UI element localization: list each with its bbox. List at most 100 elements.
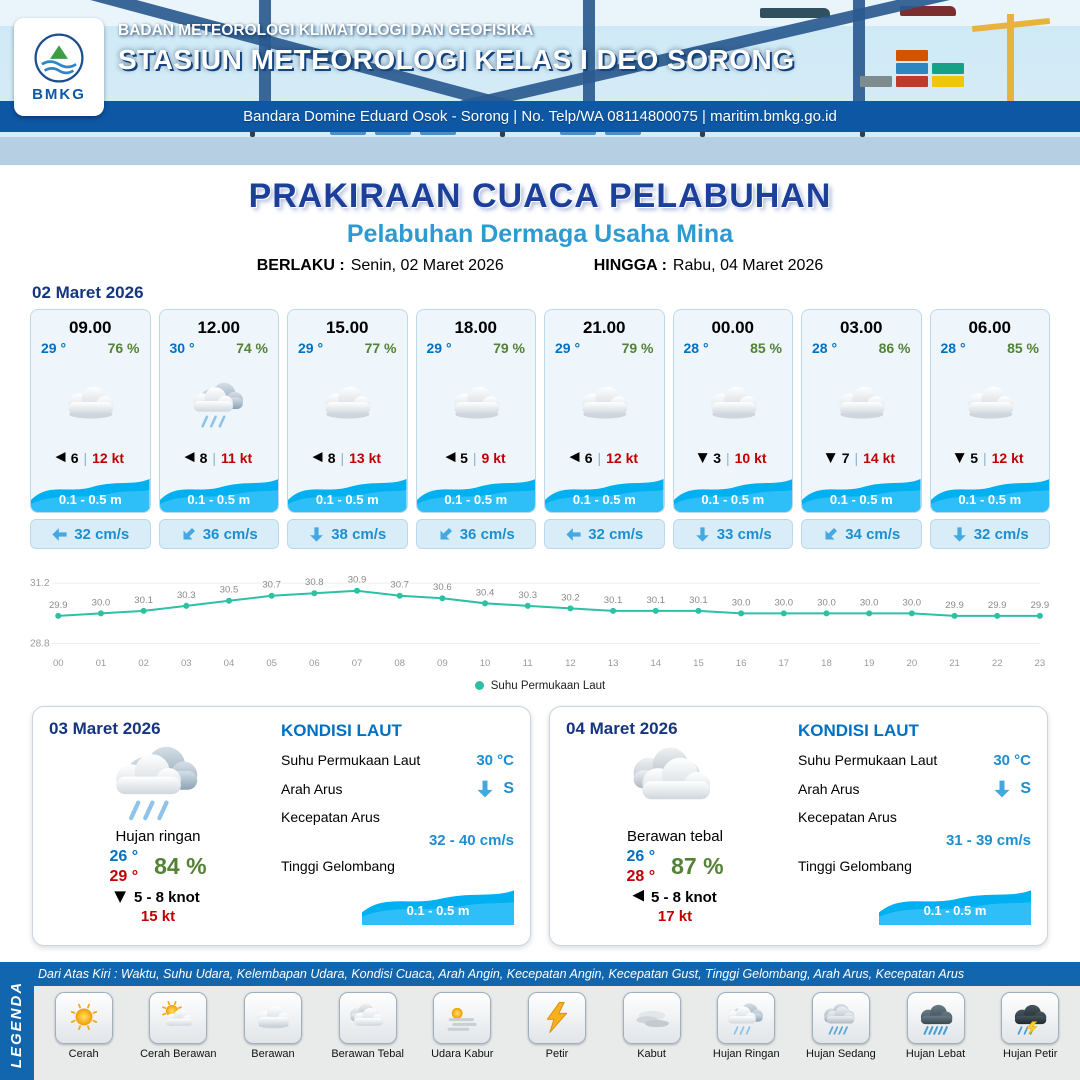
legend-item: Cerah bbox=[39, 991, 129, 1060]
wave-height-value: 0.1 - 0.5 m bbox=[572, 492, 636, 507]
forecast-time: 00.00 bbox=[711, 318, 755, 337]
arrow-icon bbox=[310, 526, 324, 542]
current-strip: 36 cm/s bbox=[415, 519, 536, 549]
legend-item: Hujan Lebat bbox=[891, 991, 981, 1060]
berawan-icon bbox=[582, 386, 628, 419]
wave-graphic-svg bbox=[288, 479, 407, 512]
daily-humidity: 87 % bbox=[671, 853, 724, 880]
wave-graphic-svg bbox=[879, 890, 1031, 925]
wind-row: ▶ 8 | 11 kt bbox=[185, 450, 252, 466]
separator: | bbox=[83, 450, 88, 466]
wave-height-value: 0.1 - 0.5 m bbox=[315, 492, 379, 507]
legend-icon-box bbox=[1001, 991, 1060, 1044]
port-name: Pelabuhan Dermaga Usaha Mina bbox=[346, 220, 734, 248]
separator: | bbox=[597, 450, 602, 466]
daily-wind: ▶ 5 - 8 knot bbox=[114, 889, 200, 906]
wind-gust: 10 kt bbox=[734, 450, 767, 466]
forecast-card: 00.00 28 ° 85 % ▶ 3 | 10 kt 0.1 - 0.5 m … bbox=[672, 309, 793, 549]
wave-height: 0.1 - 0.5 m bbox=[416, 470, 535, 512]
wave-height: 0.1 - 0.5 m bbox=[159, 470, 278, 512]
current-speed-label: Kecepatan Arus bbox=[281, 808, 380, 825]
sst-value: 30 °C bbox=[993, 751, 1031, 769]
temp-max: 29 ° bbox=[109, 867, 139, 885]
validity-row: BERLAKU : Senin, 02 Maret 2026 HINGGA : Ra… bbox=[0, 257, 1080, 275]
svg-text:30.0: 30.0 bbox=[817, 597, 836, 608]
sea-condition-title: KONDISI LAUT bbox=[798, 720, 919, 740]
svg-text:29.9: 29.9 bbox=[988, 600, 1007, 611]
svg-text:07: 07 bbox=[352, 658, 363, 669]
separator: | bbox=[212, 450, 217, 466]
current-speed: 32 cm/s bbox=[973, 525, 1029, 543]
sst-value: 30 °C bbox=[476, 751, 514, 769]
terminal-floor bbox=[0, 137, 1080, 165]
svg-text:09: 09 bbox=[437, 658, 448, 669]
forecast-card-body: 06.00 28 ° 85 % ▶ 5 | 12 kt 0.1 - 0.5 m bbox=[929, 309, 1050, 513]
humidity: 79 % bbox=[621, 340, 654, 356]
arrow-icon bbox=[52, 527, 67, 541]
arrow-icon bbox=[695, 526, 709, 542]
wave-height-label: Tinggi Gelombang bbox=[281, 857, 395, 874]
svg-text:11: 11 bbox=[523, 658, 533, 669]
wind-speed: 3 bbox=[713, 450, 721, 466]
petir-icon bbox=[546, 1002, 568, 1034]
ship-shape bbox=[760, 8, 830, 18]
humidity: 79 % bbox=[493, 340, 525, 356]
svg-text:30.9: 30.9 bbox=[348, 575, 367, 586]
svg-text:30.6: 30.6 bbox=[433, 582, 452, 593]
separator: | bbox=[982, 450, 987, 466]
forecast-card-body: 09.00 29 ° 76 % ▶ 6 | 12 kt 0.1 - 0.5 m bbox=[30, 309, 151, 513]
berawan-icon bbox=[839, 386, 885, 419]
humidity: 74 % bbox=[236, 340, 268, 356]
svg-text:04: 04 bbox=[224, 658, 235, 669]
berawan-tebal-icon bbox=[633, 747, 711, 800]
legend-item: Petir bbox=[512, 991, 602, 1060]
daily-gust: 15 kt bbox=[140, 907, 176, 925]
air-temp: 29 ° bbox=[41, 340, 67, 356]
wind-row: ▶ 6 | 12 kt bbox=[570, 450, 638, 466]
daily-card-day3: 04 Maret 2026 Berawan tebal 26 ° 28 ° 87 … bbox=[549, 705, 1048, 946]
wave-height-value: 0.1 - 0.5 m bbox=[829, 492, 893, 507]
forecast-time: 03.00 bbox=[839, 318, 883, 337]
berawan-tebal-icon bbox=[349, 1004, 383, 1027]
legend-item-label: Hujan Ringan bbox=[712, 1047, 780, 1060]
current-direction-icon bbox=[819, 522, 843, 546]
legend-item-label: Kabut bbox=[637, 1047, 666, 1060]
container-stack bbox=[932, 63, 964, 74]
current-direction-value: S bbox=[503, 779, 514, 797]
wind-gust: 13 kt bbox=[349, 450, 382, 466]
arrow-icon bbox=[440, 527, 452, 540]
svg-text:30.1: 30.1 bbox=[604, 595, 623, 606]
wave-graphic bbox=[879, 881, 1031, 925]
wave-graphic-svg bbox=[930, 479, 1049, 512]
wave-height: 0.1 - 0.5 m bbox=[31, 470, 150, 512]
current-direction-icon bbox=[176, 522, 200, 546]
sea-condition-title: KONDISI LAUT bbox=[281, 720, 402, 740]
legend-icon-box bbox=[906, 991, 965, 1044]
daily-date: 03 Maret 2026 bbox=[49, 718, 161, 738]
svg-text:30.1: 30.1 bbox=[134, 595, 153, 606]
wave-height-graphic: 0.1 - 0.5 m bbox=[362, 881, 514, 925]
svg-text:30.0: 30.0 bbox=[774, 597, 793, 608]
wind-speed: 5 bbox=[460, 450, 468, 466]
forecast-card-body: 12.00 30 ° 74 % ▶ 8 | 11 kt 0.1 - 0.5 m bbox=[158, 309, 279, 513]
forecast-time: 06.00 bbox=[968, 318, 1012, 337]
forecast-cards: 09.00 29 ° 76 % ▶ 6 | 12 kt 0.1 - 0.5 m … bbox=[30, 309, 1050, 549]
current-direction-label: Arah Arus bbox=[281, 780, 343, 797]
svg-text:29.9: 29.9 bbox=[945, 600, 964, 611]
window-beam bbox=[583, 0, 596, 105]
sst-label: Suhu Permukaan Laut bbox=[281, 752, 421, 769]
forecast-card: 21.00 29 ° 79 % ▶ 6 | 12 kt 0.1 - 0.5 m … bbox=[544, 309, 665, 549]
udara-kabur-icon bbox=[447, 1008, 477, 1032]
humidity: 77 % bbox=[364, 340, 397, 356]
current-strip: 38 cm/s bbox=[287, 519, 408, 549]
legend-icon-box bbox=[243, 991, 302, 1044]
current-strip: 33 cm/s bbox=[672, 519, 793, 549]
wave-height-value: 0.1 - 0.5 m bbox=[187, 492, 251, 507]
legend-band: LEGENDA Dari Atas Kiri : Waktu, Suhu Uda… bbox=[0, 961, 1080, 1080]
wind-gust: 12 kt bbox=[991, 450, 1024, 466]
kabut-icon bbox=[635, 1011, 669, 1028]
svg-text:12: 12 bbox=[565, 658, 576, 669]
sea-condition-column: KONDISI LAUT Suhu Permukaan Laut 30 °C Ar… bbox=[267, 719, 514, 933]
wave-height: 0.1 - 0.5 m bbox=[930, 470, 1049, 512]
current-speed-value: 32 - 40 cm/s bbox=[428, 831, 514, 849]
